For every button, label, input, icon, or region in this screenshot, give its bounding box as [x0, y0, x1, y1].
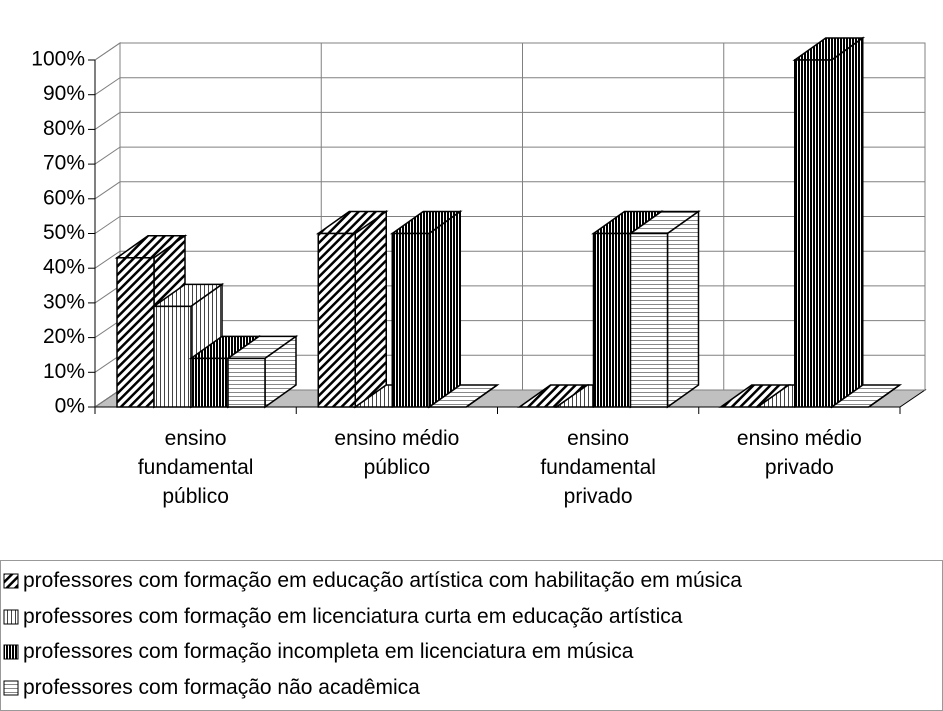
y-tick-label: 60% — [43, 186, 85, 209]
y-tick-label: 30% — [43, 290, 85, 313]
x-tick-label: ensino médio privado — [736, 427, 862, 479]
bar-side — [465, 384, 498, 408]
y-tick-label: 10% — [43, 360, 85, 383]
y-tick-label: 70% — [43, 152, 85, 175]
bar — [628, 210, 701, 409]
y-tick-label: 20% — [43, 325, 85, 348]
swatch — [3, 573, 19, 589]
swatch — [3, 680, 19, 695]
y-tick-label: 80% — [43, 117, 85, 140]
legend-label: professores com formação em educação art… — [23, 569, 742, 592]
x-tick-label: ensino fundamental privado — [540, 427, 656, 508]
legend-entry: professores com formação não acadêmica — [3, 676, 420, 700]
swatch — [3, 644, 19, 660]
bar-front — [629, 232, 669, 408]
bar-side — [354, 210, 387, 409]
bar — [225, 334, 299, 409]
bar-front — [153, 305, 192, 408]
grid-line — [94, 111, 925, 130]
legend-swatch — [3, 573, 19, 589]
bar-front — [391, 232, 430, 408]
grid-line — [94, 181, 925, 200]
legend-entry: professores com formação em licenciatura… — [3, 605, 682, 629]
bar — [315, 210, 389, 409]
legend-swatch — [3, 680, 19, 695]
bar-front — [227, 357, 266, 408]
legend-label: professores com formação em licenciatura… — [23, 604, 683, 628]
grid-line — [94, 42, 925, 61]
y-tick-label: 0% — [55, 395, 85, 418]
legend-swatch — [3, 644, 19, 660]
y-tick-label: 90% — [43, 82, 85, 105]
legend: professores com formação em educação art… — [0, 560, 943, 711]
legend-label: professores com formação incompleta em l… — [23, 640, 634, 663]
grid-line — [94, 146, 925, 165]
bar — [426, 384, 500, 408]
legend-entry: professores com formação incompleta em l… — [3, 640, 633, 664]
bar — [829, 384, 903, 408]
swatch — [3, 609, 19, 624]
y-tick-label: 40% — [43, 256, 85, 279]
bar-front — [592, 232, 632, 408]
bar-side — [831, 36, 864, 409]
y-tick-label: 100% — [31, 48, 85, 71]
bar — [792, 36, 866, 409]
bar-side — [428, 210, 461, 409]
x-tick-label: ensino fundamental público — [137, 427, 254, 508]
legend-label: professores com formação não acadêmica — [23, 675, 420, 699]
grid-line — [94, 77, 925, 96]
y-tick-label: 50% — [43, 221, 85, 244]
plot: 0% 10% 20% 30% 40% 50% 60% 70% 80% 90% 100% — [31, 36, 927, 418]
bar — [389, 210, 463, 409]
bar-front — [116, 257, 155, 408]
bar-side — [666, 210, 700, 409]
bar-front — [190, 357, 229, 408]
bar-side — [868, 384, 901, 408]
bar-front — [794, 59, 833, 408]
bar-front — [317, 232, 356, 408]
x-tick-label: ensino médio público — [334, 427, 460, 479]
legend-entry: professores com formação em educação art… — [3, 569, 742, 593]
legend-swatch — [3, 609, 19, 624]
